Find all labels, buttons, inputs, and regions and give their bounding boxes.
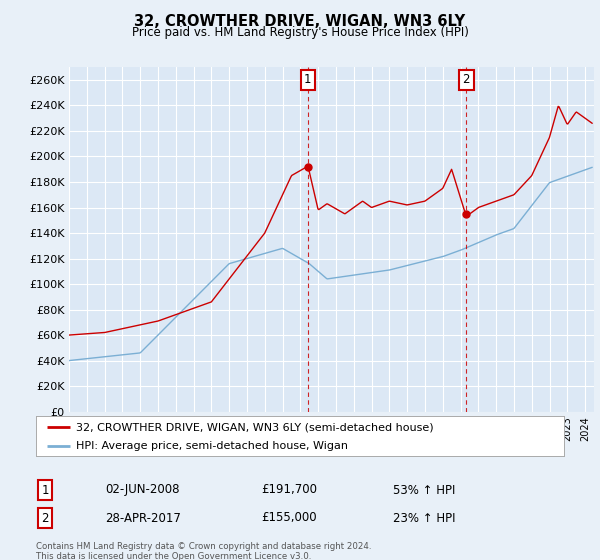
Text: 02-JUN-2008: 02-JUN-2008	[105, 483, 179, 497]
Text: 32, CROWTHER DRIVE, WIGAN, WN3 6LY: 32, CROWTHER DRIVE, WIGAN, WN3 6LY	[134, 14, 466, 29]
Text: 23% ↑ HPI: 23% ↑ HPI	[393, 511, 455, 525]
Text: 2: 2	[41, 511, 49, 525]
Text: 1: 1	[304, 73, 311, 86]
Text: £155,000: £155,000	[261, 511, 317, 525]
Text: 28-APR-2017: 28-APR-2017	[105, 511, 181, 525]
Text: 2: 2	[463, 73, 470, 86]
Text: £191,700: £191,700	[261, 483, 317, 497]
Text: Price paid vs. HM Land Registry's House Price Index (HPI): Price paid vs. HM Land Registry's House …	[131, 26, 469, 39]
Text: HPI: Average price, semi-detached house, Wigan: HPI: Average price, semi-detached house,…	[76, 441, 347, 451]
Text: 32, CROWTHER DRIVE, WIGAN, WN3 6LY (semi-detached house): 32, CROWTHER DRIVE, WIGAN, WN3 6LY (semi…	[76, 422, 433, 432]
Text: 1: 1	[41, 483, 49, 497]
Text: 53% ↑ HPI: 53% ↑ HPI	[393, 483, 455, 497]
Text: Contains HM Land Registry data © Crown copyright and database right 2024.
This d: Contains HM Land Registry data © Crown c…	[36, 542, 371, 560]
